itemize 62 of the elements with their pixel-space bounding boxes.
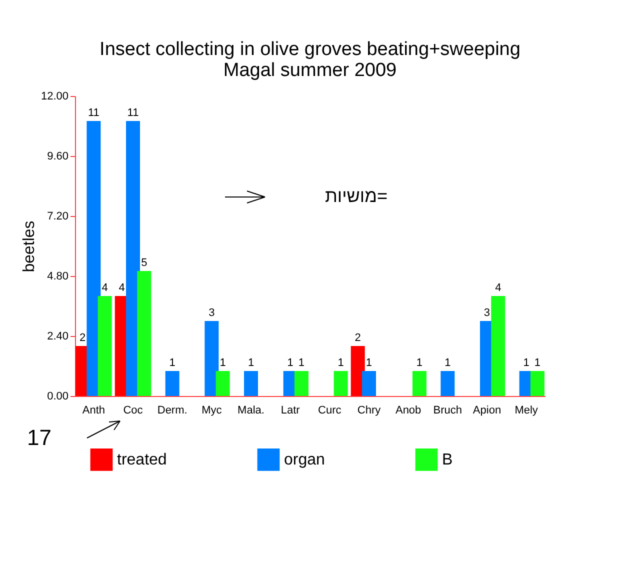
bar xyxy=(216,371,230,396)
data-label: 5 xyxy=(141,257,148,269)
data-label: 1 xyxy=(220,357,226,369)
y-tick-label: 2.40 xyxy=(47,330,68,342)
text: 17 xyxy=(27,425,52,450)
data-label: 2 xyxy=(354,332,361,344)
bar xyxy=(294,371,308,396)
data-label: 4 xyxy=(118,282,125,294)
data-label: 3 xyxy=(208,307,215,319)
bar xyxy=(137,271,152,396)
data-label: 1 xyxy=(338,357,344,369)
data-label: 1 xyxy=(287,357,294,369)
data-label: 1 xyxy=(416,357,423,369)
data-label: 1 xyxy=(169,357,176,369)
legend-label: treated xyxy=(117,452,167,469)
data-label: 1 xyxy=(534,357,541,369)
annotation: מושיות= xyxy=(325,186,388,206)
legend-label: organ xyxy=(284,452,325,469)
bar xyxy=(362,371,376,396)
legend-label: B xyxy=(442,452,453,469)
x-tick-label: Coc xyxy=(123,404,144,416)
y-tick-label: 9.60 xyxy=(47,150,68,162)
bar xyxy=(530,371,544,396)
data-label: 1 xyxy=(248,357,254,369)
data-label: 11 xyxy=(88,107,100,119)
y-tick-label: 4.80 xyxy=(47,270,68,282)
x-tick-label: Latr xyxy=(280,404,300,416)
data-label: 3 xyxy=(484,307,490,319)
data-label: 1 xyxy=(298,357,305,369)
x-tick-label: Anth xyxy=(82,404,105,416)
x-tick-label: Myc xyxy=(202,404,222,416)
bar xyxy=(86,121,101,396)
data-label: 4 xyxy=(102,282,108,294)
data-label: 1 xyxy=(444,357,451,369)
bar xyxy=(244,371,258,396)
y-tick-label: 7.20 xyxy=(47,210,68,222)
data-label: 1 xyxy=(523,357,530,369)
x-tick-label: Mala. xyxy=(238,404,264,416)
x-tick-label: Apion xyxy=(472,404,502,416)
bar xyxy=(126,121,140,396)
bar xyxy=(440,371,455,396)
bar xyxy=(98,296,112,396)
bar xyxy=(412,371,426,396)
data-label: 4 xyxy=(495,282,502,294)
x-tick-label: Curc xyxy=(318,404,342,416)
data-label: 11 xyxy=(127,107,139,119)
y-tick-label: 0.00 xyxy=(47,390,68,402)
x-tick-label: Bruch xyxy=(433,404,462,416)
bar xyxy=(334,371,348,396)
y-axis-title: beetles xyxy=(20,220,38,272)
data-label: 1 xyxy=(366,357,372,369)
text: Magal summer 2009 xyxy=(223,60,397,81)
x-tick-label: Anob xyxy=(395,404,422,416)
text: Insect collecting in olive groves beating+sweeping xyxy=(100,39,520,60)
x-tick-label: Chry xyxy=(357,404,382,416)
y-tick-label: 12.00 xyxy=(40,90,68,102)
x-tick-label: Mely xyxy=(514,404,538,416)
data-label: 2 xyxy=(79,332,86,344)
x-tick-label: Derm. xyxy=(157,404,188,416)
bar xyxy=(204,321,219,396)
bar xyxy=(491,296,506,396)
bar xyxy=(165,371,180,396)
